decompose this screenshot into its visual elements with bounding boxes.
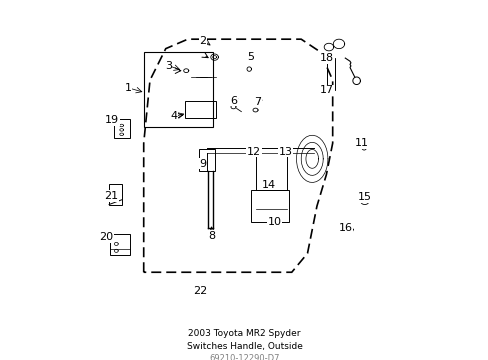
- Bar: [109, 184, 122, 204]
- Text: 69210-12290-D7: 69210-12290-D7: [209, 354, 279, 360]
- Bar: [114, 120, 129, 138]
- Bar: [326, 58, 334, 90]
- Text: 22: 22: [192, 285, 206, 296]
- Text: 11: 11: [354, 138, 368, 148]
- Text: 20: 20: [99, 232, 113, 242]
- Bar: [109, 234, 130, 255]
- Text: 12: 12: [246, 147, 261, 157]
- Text: 15: 15: [357, 192, 371, 202]
- Text: 4: 4: [170, 111, 177, 121]
- Text: 18: 18: [319, 53, 333, 63]
- Text: 14: 14: [262, 180, 276, 190]
- Bar: [250, 190, 288, 222]
- Bar: [199, 149, 214, 171]
- Text: 7: 7: [254, 96, 261, 107]
- Text: Switches Handle, Outside: Switches Handle, Outside: [186, 342, 302, 351]
- Text: 2003 Toyota MR2 Spyder: 2003 Toyota MR2 Spyder: [188, 329, 300, 338]
- Text: 1: 1: [124, 83, 131, 93]
- Text: 3: 3: [164, 61, 171, 71]
- Bar: [143, 52, 213, 127]
- Text: 17: 17: [319, 85, 333, 95]
- Text: 9: 9: [199, 159, 206, 168]
- Text: 2: 2: [199, 36, 206, 46]
- Text: 13: 13: [278, 147, 292, 157]
- Text: 8: 8: [208, 231, 215, 241]
- Text: 6: 6: [229, 96, 237, 105]
- Text: 19: 19: [105, 116, 119, 125]
- Bar: [184, 100, 216, 118]
- Text: 5: 5: [247, 51, 254, 62]
- Text: 16: 16: [338, 222, 352, 233]
- Text: 21: 21: [104, 191, 119, 201]
- Text: 10: 10: [267, 217, 281, 228]
